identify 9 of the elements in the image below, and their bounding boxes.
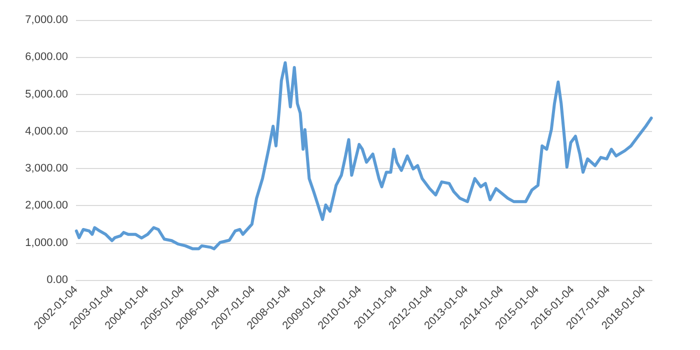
- y-tick-label: 5,000.00: [25, 88, 68, 100]
- y-tick-label: 6,000.00: [25, 51, 68, 64]
- y-tick-label: 7,000.00: [25, 14, 68, 26]
- y-tick-label: 2,000.00: [25, 200, 68, 212]
- y-tick-label: 1,000.00: [25, 236, 68, 249]
- y-tick-label: 4,000.00: [25, 125, 68, 138]
- line-series: [74, 61, 653, 250]
- y-tick-label: 0.00: [46, 274, 68, 286]
- y-tick-label: 3,000.00: [25, 162, 68, 175]
